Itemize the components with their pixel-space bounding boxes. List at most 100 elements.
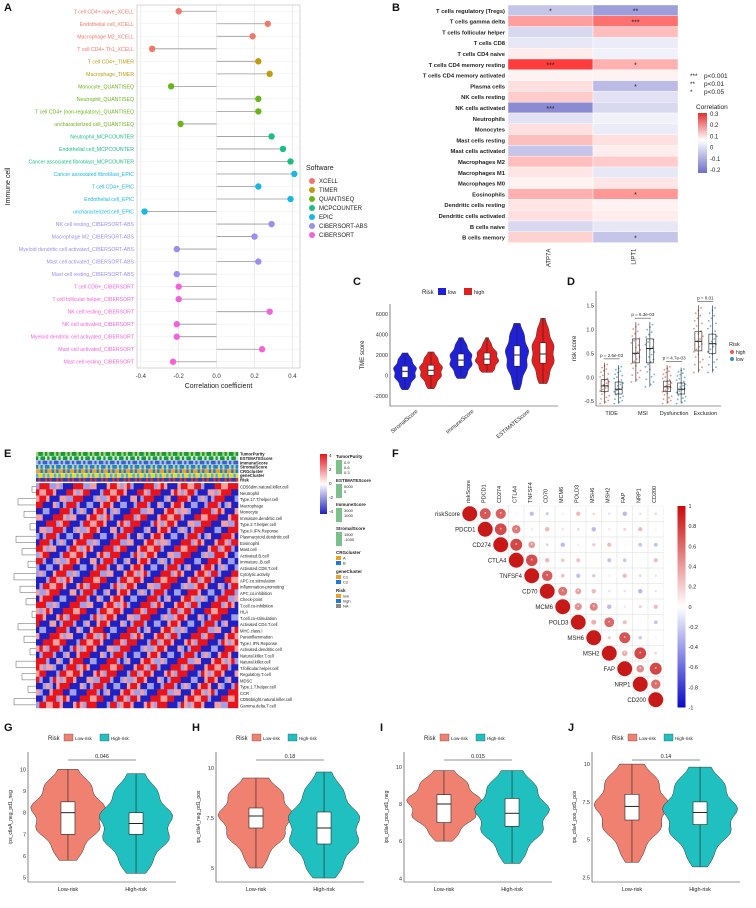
heatmap-cell: [153, 633, 158, 640]
annotation-cell: [195, 460, 198, 465]
heatmap-cell: [150, 595, 155, 602]
annotation-cell: [69, 473, 73, 478]
heatmap-cell: [153, 614, 158, 621]
heatmap-cell: [197, 689, 202, 696]
annotation-cell: [175, 469, 178, 474]
heatmap-cell: [507, 26, 594, 38]
annotation-cell: [217, 464, 221, 469]
heatmap-cell: [79, 695, 84, 702]
colorbar-tick: -0.2: [710, 168, 721, 174]
y-tick-label: 0: [385, 373, 388, 379]
heatmap-cell: [126, 670, 131, 677]
heatmap-cell: [66, 689, 70, 696]
correlation-circle: [649, 662, 662, 675]
significance-star: *: [500, 512, 502, 518]
heatmap-cell: [69, 614, 74, 621]
heatmap-cell: [99, 514, 104, 521]
row-label: T cells CD4 naive: [457, 52, 505, 58]
heatmap-cell: [66, 520, 70, 528]
jitter-point: [653, 373, 656, 376]
heatmap-cell: [86, 589, 91, 596]
heatmap-cell: [157, 645, 161, 652]
heatmap-cell: [113, 633, 118, 640]
correlation-circle: [591, 589, 596, 594]
heatmap-cell: [170, 520, 175, 528]
heatmap-cell: [163, 676, 168, 684]
heatmap-cell: [177, 670, 182, 677]
heatmap-cell: [69, 564, 74, 571]
annotation-cell: [53, 473, 57, 478]
heatmap-cell: [96, 526, 101, 534]
heatmap-cell: [180, 670, 185, 677]
heatmap-cell: [56, 514, 60, 521]
heatmap-cell: [231, 651, 235, 659]
heatmap-cell: [174, 664, 178, 671]
annotation-cell: [181, 477, 185, 482]
heatmap-cell: [200, 608, 205, 615]
heatmap-cell: [187, 576, 192, 584]
heatmap-cell: [204, 483, 208, 490]
heatmap-cell: [167, 645, 171, 652]
y-tick-label: 6: [23, 854, 26, 860]
lollipop-point: [148, 45, 156, 53]
box-0-box: [624, 794, 640, 821]
jitter-point: [651, 346, 654, 348]
heatmap-cell: [49, 658, 54, 665]
heatmap-cell: [592, 220, 679, 233]
heatmap-cell: [200, 695, 205, 702]
heatmap-cell: [153, 570, 158, 578]
heatmap-cell: [79, 495, 84, 503]
heatmap-cell: [153, 595, 158, 602]
heatmap-cell: [227, 626, 232, 634]
heatmap-cell: [106, 608, 111, 615]
heatmap-cell: [113, 608, 118, 615]
heatmap-cell: [89, 689, 94, 696]
heatmap-cell: [116, 495, 121, 503]
jitter-point: [701, 335, 704, 338]
annotation-cell: [65, 473, 68, 478]
annotation-cell: [69, 452, 73, 456]
heatmap-cell: [99, 620, 104, 627]
heatmap-cell: [52, 676, 57, 684]
correlation-circle: [577, 528, 580, 531]
heatmap-cell: [167, 695, 171, 702]
heatmap-cell: [160, 539, 165, 546]
heatmap-cell: [56, 639, 60, 646]
heatmap-cell: [69, 595, 74, 602]
heatmap-cell: [187, 533, 192, 540]
annotation-cell: [112, 464, 115, 469]
correlation-circle: [576, 511, 581, 516]
annotation-cell: [60, 452, 64, 456]
heatmap-cell: [46, 501, 50, 509]
correlation-circle: [651, 679, 661, 689]
lollipop-point: [169, 358, 177, 365]
pvalue-label: p = 6.3e-03: [631, 312, 654, 317]
heatmap-cell: [184, 645, 188, 652]
heatmap-cell: [116, 489, 121, 496]
heatmap-cell: [116, 514, 121, 521]
y-tick-label: 7.5: [582, 800, 590, 806]
heatmap-cell: [224, 570, 229, 578]
heatmap-cell: [66, 526, 70, 534]
heatmap-cell: [42, 701, 47, 709]
annotation-cell: [161, 464, 165, 469]
significance-star: **: [633, 9, 639, 16]
heatmap-cell: [86, 664, 91, 671]
heatmap-cell: [180, 639, 185, 646]
heatmap-cell: [66, 583, 70, 590]
heatmap-cell: [49, 589, 54, 596]
heatmap-cell: [184, 689, 188, 696]
heatmap-cell: [140, 551, 145, 559]
heatmap-cell: [56, 626, 60, 634]
jitter-point: [677, 394, 680, 397]
heatmap-cell: [592, 231, 679, 243]
annotation-cell: [229, 456, 232, 461]
heatmap-cell: [62, 608, 67, 615]
annotation-cell: [56, 456, 59, 461]
heatmap-cell: [116, 508, 121, 515]
annotation-cell: [130, 464, 133, 469]
pvalue-label: 0.015: [471, 754, 485, 760]
heatmap-cell: [39, 526, 44, 534]
annotation-cell: [166, 469, 169, 474]
